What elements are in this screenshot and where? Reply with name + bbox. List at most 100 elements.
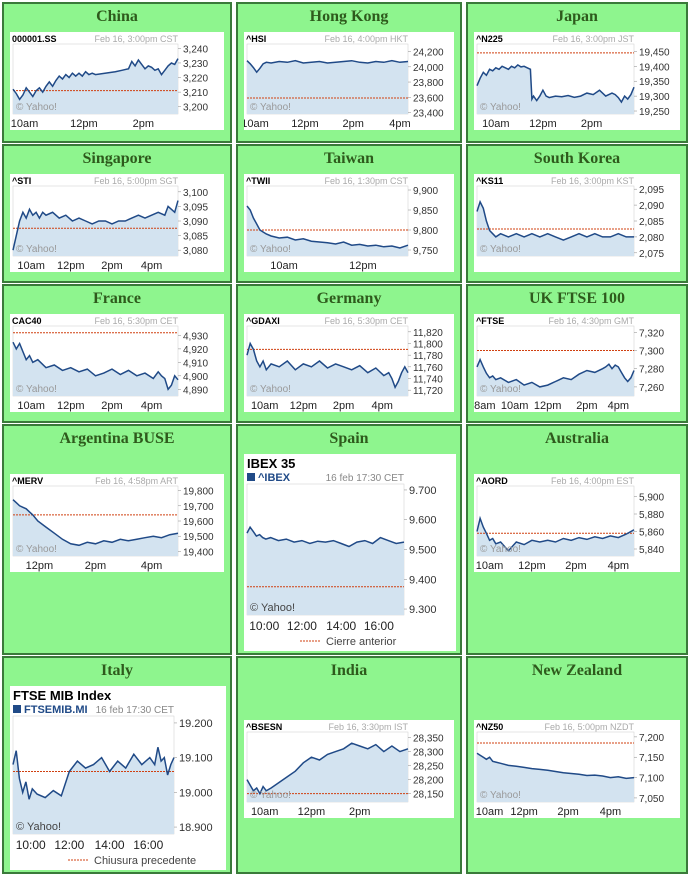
region-title: Spain (329, 430, 369, 447)
y-tick-label: 4,930 (183, 331, 208, 342)
chart: ^N225 Feb 16, 3:00pm JST 19,450 19,400 19,35… (474, 32, 680, 130)
chart: ^TWII Feb 16, 1:30pm CST 9,900 9,850 9,800 9,… (244, 174, 454, 272)
x-tick-label: 12pm (291, 118, 319, 130)
chart-svg: 000001.SS Feb 16, 3:00pm CST 3,240 3,230 3,2… (11, 34, 209, 130)
y-tick-label: 3,240 (183, 44, 208, 55)
ticker-label: ^BSESN (246, 722, 282, 732)
ticker-label: ^IBEX (258, 472, 291, 484)
legend-swatch (247, 473, 255, 481)
x-tick-label: 10am (270, 260, 298, 272)
series-area (13, 747, 174, 834)
y-tick-label: 7,300 (639, 347, 664, 358)
ticker-label: ^HSI (246, 34, 266, 44)
series-area (477, 201, 634, 256)
y-tick-label: 11,820 (413, 328, 443, 339)
chart-svg: ^FTSE Feb 16, 4:30pm GMT 7,320 7,300 7,280 7,… (474, 316, 664, 412)
x-tick-label: 4pm (608, 560, 629, 572)
yahoo-watermark: © Yahoo! (480, 102, 521, 113)
yahoo-watermark: © Yahoo! (480, 384, 521, 395)
market-cell: China 000001.SS Feb 16, 3:00pm CST 3,240 3,2… (2, 2, 232, 143)
x-tick-label: 12pm (57, 260, 85, 272)
x-tick-label: 16:00 (364, 619, 394, 633)
region-title: Argentina BUSE (59, 430, 175, 447)
chart: FTSE MIB Index FTSEMIB.MI 16 feb 17:30 CET… (10, 686, 226, 870)
yahoo-watermark: © Yahoo! (250, 384, 291, 395)
y-tick-label: 7,320 (639, 328, 664, 339)
market-cell: Spain IBEX 35 ^IBEX 16 feb 17:30 CET 9.700 9.… (236, 424, 462, 655)
chart-title: IBEX 35 (247, 456, 295, 471)
x-tick-label: 2pm (101, 400, 122, 412)
y-tick-label: 28,300 (413, 748, 444, 759)
market-cell: India ^BSESN Feb 16, 3:30pm IST 28,350 28,30… (236, 656, 462, 874)
ticker-label: CAC40 (12, 316, 42, 326)
chart: ^NZ50 Feb 16, 5:00pm NZDT 7,200 7,150 7,100 7… (474, 720, 680, 818)
timestamp-label: Feb 16, 3:00pm KST (551, 176, 635, 186)
region-title: India (330, 662, 368, 679)
yahoo-watermark: © Yahoo! (16, 244, 57, 255)
region-title: Australia (545, 430, 609, 447)
chart-svg: ^N225 Feb 16, 3:00pm JST 19,450 19,400 19,35… (476, 34, 670, 130)
series-area (477, 518, 634, 556)
x-tick-label: 4pm (141, 400, 162, 412)
chart: ^GDAXI Feb 16, 5:30pm CET 11,820 11,800 11,7… (244, 314, 454, 412)
chart-svg: ^MERV Feb 16, 4:58pm ART 19,800 19,700 19,60… (12, 476, 214, 572)
x-tick-label: 2pm (565, 560, 586, 572)
region-title: Taiwan (323, 150, 375, 167)
timestamp-label: Feb 16, 4:30pm GMT (548, 316, 634, 326)
x-tick-label: 2pm (576, 400, 597, 412)
chart-title: FTSE MIB Index (13, 688, 112, 703)
yahoo-watermark: © Yahoo! (480, 244, 521, 255)
series-line (12, 341, 179, 391)
x-tick-label: 8am (474, 400, 495, 412)
series-line (12, 200, 179, 251)
chart-svg: ^GDAXI Feb 16, 5:30pm CET11,82011,80011,7… (246, 316, 443, 412)
chart: CAC40 Feb 16, 5:30pm CET 4,930 4,920 4,910 4,… (10, 314, 224, 412)
chart-svg: ^TWII Feb 16, 1:30pm CST 9,900 9,850 9,800 9,… (246, 176, 438, 272)
series-area (247, 60, 408, 114)
chart-svg: ^STI Feb 16, 5:00pm SGT 3,100 3,095 3,090 3,0… (12, 176, 208, 272)
region-title: South Korea (533, 150, 621, 167)
x-tick-label: 12pm (518, 560, 546, 572)
x-tick-label: 12:00 (54, 838, 84, 852)
y-tick-label: 3,080 (183, 246, 208, 257)
chart-svg: ^AORD Feb 16, 4:00pm EST 5,900 5,880 5,860 5,… (476, 476, 665, 572)
chart: ^FTSE Feb 16, 4:30pm GMT 7,320 7,300 7,280 7,… (474, 314, 680, 412)
chart: 000001.SS Feb 16, 3:00pm CST 3,240 3,230 3,2… (10, 32, 224, 130)
x-tick-label: 12pm (290, 400, 318, 412)
x-tick-label: 2pm (85, 560, 106, 572)
y-tick-label: 19,300 (639, 92, 670, 103)
yahoo-watermark: © Yahoo! (16, 821, 61, 833)
market-cell: New Zealand ^NZ50 Feb 16, 5:00pm NZDT 7,200… (466, 656, 688, 874)
y-tick-label: 9.300 (409, 604, 437, 616)
timestamp-label: Feb 16, 5:30pm CET (94, 316, 178, 326)
ticker-label: ^NZ50 (476, 722, 503, 732)
market-cell: Japan ^N225 Feb 16, 3:00pm JST 19,450 19,400… (466, 2, 688, 143)
y-tick-label: 7,200 (639, 733, 664, 744)
timestamp-label: Feb 16, 5:00pm NZDT (544, 722, 634, 732)
region-title: France (93, 290, 141, 307)
y-tick-label: 24,200 (413, 48, 444, 59)
market-cell: Australia ^AORD Feb 16, 4:00pm EST 5,900 5,8… (466, 424, 688, 655)
y-tick-label: 7,100 (639, 774, 664, 785)
y-tick-label: 11,720 (413, 386, 443, 397)
y-tick-label: 9.500 (409, 545, 437, 557)
x-tick-label: 16:00 (133, 838, 163, 852)
y-tick-label: 19.000 (179, 787, 213, 799)
y-tick-label: 19,500 (183, 532, 214, 543)
chart-svg: ^HSI Feb 16, 4:00pm HKT 24,200 24,000 23,800… (244, 34, 444, 130)
x-tick-label: 10am (482, 118, 510, 130)
y-tick-label: 4,890 (183, 385, 208, 396)
x-tick-label: 10am (476, 560, 504, 572)
ticker-label: FTSEMIB.MI (24, 704, 88, 716)
y-tick-label: 19,450 (639, 47, 670, 58)
y-tick-label: 5,900 (639, 493, 664, 504)
y-tick-label: 2,095 (639, 185, 664, 196)
x-tick-label: 2pm (349, 806, 370, 818)
series-line (246, 742, 409, 796)
region-title: Hong Kong (309, 8, 389, 25)
y-tick-label: 3,210 (183, 88, 208, 99)
series-line (246, 205, 409, 249)
chart: ^MERV Feb 16, 4:58pm ART 19,800 19,700 19,60… (10, 474, 224, 572)
y-tick-label: 11,760 (413, 363, 443, 374)
y-tick-label: 19,600 (183, 517, 214, 528)
